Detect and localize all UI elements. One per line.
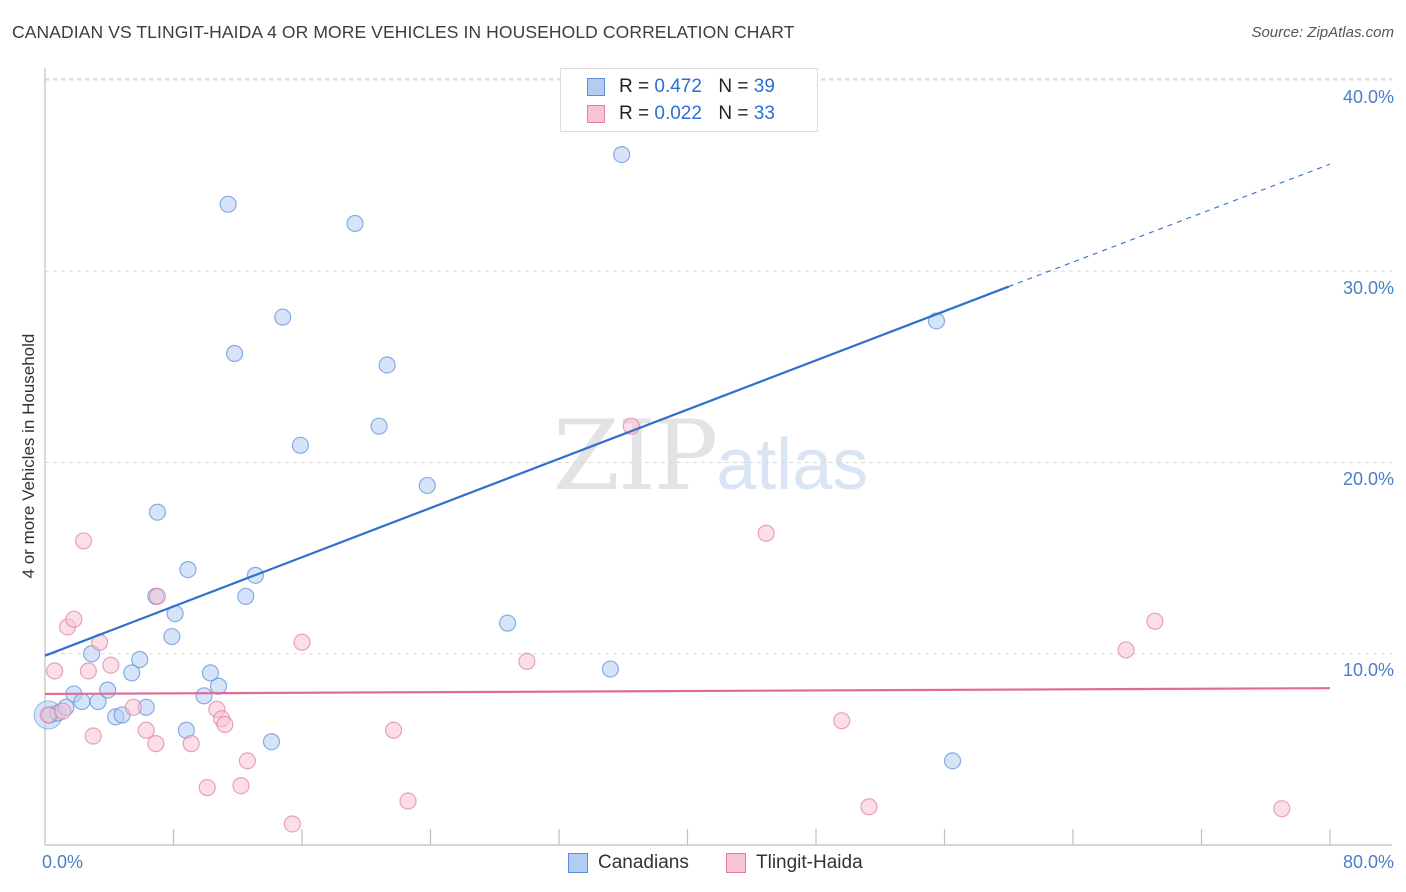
correlation-legend: R = 0.472 N = 39 R = 0.022 N = 33 [560,68,818,132]
tlingit-haida-point-0 [39,706,57,724]
tlingit-haida-point-12 [147,735,165,753]
canadians-point-32 [418,476,436,495]
canadians-point-33 [499,614,517,632]
source-label: Source: ZipAtlas.com [1251,24,1394,41]
tlingit-haida-point-6 [79,662,97,680]
canadians-point-24 [237,587,255,605]
canadians-point-31 [378,356,396,374]
tlingit-haida-point-31 [1146,612,1164,630]
bottom-legend-label-canadians: Canadians [598,852,689,873]
canadians-point-30 [370,417,388,435]
legend-swatch-canadians [587,78,605,96]
watermark-atlas: atlas [716,425,869,505]
bottom-legend-label-tlingit-haida: Tlingit-Haida [756,852,863,873]
y-tick-label-10: 10.0% [1342,660,1394,680]
tlingit-haida-point-15 [198,779,216,797]
tlingit-haida-point-2 [54,702,72,720]
chart-title: CANADIAN VS TLINGIT-HAIDA 4 OR MORE VEHI… [12,22,795,42]
bottom-legend-tlingit-haida: Tlingit-Haida [726,852,863,874]
canadians-point-23 [225,344,244,363]
tlingit-haida-point-24 [399,792,417,810]
canadians-point-21 [209,677,228,695]
legend-row-canadians: R = 0.472 N = 39 [587,74,775,100]
y-axis-label: 4 or more Vehicles in Household [19,333,38,579]
bottom-legend-swatch-canadians [568,853,588,873]
watermark-zip: ZIP [553,400,718,512]
canadians-point-10 [123,664,141,682]
tlingit-haida-point-23 [384,721,403,739]
canadians-point-17 [179,560,197,579]
tlingit-haida-trendline [44,687,1331,696]
canadians-point-7 [99,681,117,699]
legend-n-value-tlingit-haida: 33 [753,103,775,124]
tlingit-haida-point-22 [293,633,311,651]
tlingit-haida-point-19 [232,777,250,795]
legend-n-label: N = [718,103,749,124]
tlingit-haida-point-32 [1273,800,1291,818]
tlingit-haida-point-4 [65,610,83,628]
legend-r-value-tlingit-haida: 0.022 [654,103,702,124]
tlingit-haida-point-7 [84,727,102,745]
canadians-point-35 [613,145,631,164]
tlingit-haida-point-25 [518,652,536,671]
tlingit-haida-point-1 [46,662,64,680]
canadians-point-29 [346,214,364,233]
canadians-trendline-extension [1008,163,1331,288]
canadians-point-37 [927,312,946,330]
canadians-point-13 [148,503,167,521]
legend-n-label: N = [718,76,749,97]
tlingit-haida-point-9 [102,656,120,674]
tlingit-haida-point-11 [137,721,155,739]
canadians-point-22 [219,195,237,213]
y-tick-label-40: 40.0% [1342,87,1394,107]
legend-r-label: R = [619,103,650,124]
canadians-point-26 [262,733,281,751]
bottom-legend-swatch-tlingit-haida [726,853,746,873]
legend-r-label: R = [619,76,650,97]
canadians-trendline [44,285,1010,657]
canadians-point-11 [131,650,149,669]
tlingit-haida-point-20 [238,752,256,770]
canadians-point-4 [73,692,91,711]
legend-n-value-canadians: 39 [753,76,775,97]
canadians-point-20 [201,664,220,682]
legend-row-tlingit-haida: R = 0.022 N = 33 [587,101,775,127]
tlingit-haida-point-21 [283,815,301,833]
canadians-point-34 [601,660,620,678]
tlingit-haida-point-29 [860,798,878,816]
canadians-point-28 [291,436,309,454]
canadians-point-27 [274,308,292,326]
tlingit-haida-point-5 [74,532,93,550]
tlingit-haida-point-30 [1117,641,1135,659]
canadians-point-15 [163,627,181,646]
tlingit-haida-point-14 [182,735,200,753]
tlingit-haida-point-18 [216,715,234,734]
tlingit-haida-point-13 [148,587,167,605]
canadians-point-19 [195,687,213,705]
y-tick-label-20: 20.0% [1342,469,1394,489]
tlingit-haida-point-10 [124,698,142,716]
watermark: ZIPatlas [553,400,868,512]
x-tick-label-max: 80.0% [1342,852,1394,872]
tlingit-haida-point-28 [833,712,851,730]
y-tick-label-30: 30.0% [1342,278,1394,298]
tlingit-haida-point-27 [757,524,775,542]
legend-r-value-canadians: 0.472 [654,76,702,97]
legend-swatch-tlingit-haida [587,105,605,123]
x-tick-label-min: 0.0% [42,852,84,872]
bottom-legend-canadians: Canadians [568,852,689,874]
canadians-point-38 [943,752,962,770]
